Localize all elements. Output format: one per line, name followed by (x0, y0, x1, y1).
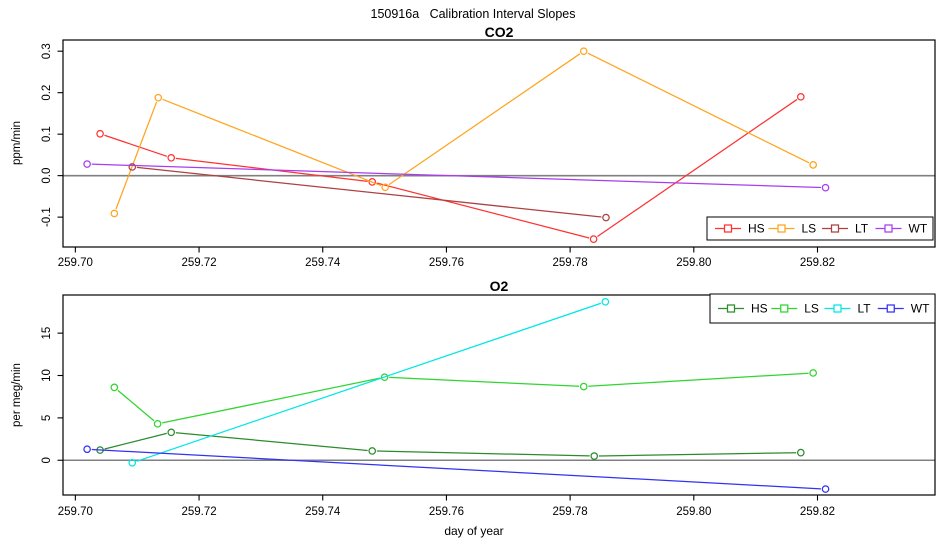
data-point-WT (83, 160, 91, 168)
series-line-LS (117, 389, 155, 422)
series-line-WT (91, 448, 821, 490)
y-tick-label: 0.1 (41, 126, 53, 142)
series-line-LS (162, 98, 382, 187)
x-tick-label: 259.70 (58, 257, 93, 269)
series-line-HS (104, 134, 168, 157)
x-axis-label: day of year (444, 524, 504, 538)
legend-label-LS: LS (802, 222, 817, 236)
data-point-LT (602, 213, 610, 222)
x-tick-label: 259.76 (429, 257, 464, 269)
legend-marker-LT (833, 304, 842, 313)
data-point-LS (380, 373, 389, 382)
series-line-WT (91, 163, 821, 189)
x-tick-label: 259.74 (305, 506, 341, 518)
data-point-WT (821, 485, 830, 493)
x-tick-label: 259.78 (553, 506, 588, 518)
x-tick-label: 259.82 (800, 506, 835, 518)
series-line-LS (115, 101, 158, 210)
data-point-HS (167, 153, 176, 162)
y-tick-label: 0 (41, 457, 53, 463)
data-point-HS (167, 428, 176, 437)
legend-label-HS: HS (751, 302, 768, 316)
legend-marker-WT (886, 304, 895, 313)
y-tick-label: 0.0 (41, 168, 53, 184)
data-point-LS (809, 369, 817, 377)
data-point-HS (368, 178, 377, 186)
co2-panel-title: CO2 (484, 24, 514, 40)
data-point-LS (110, 209, 119, 218)
data-point-HS (796, 448, 805, 457)
figure-main-title: 150916a Calibration Interval Slopes (370, 7, 576, 21)
data-point-HS (796, 93, 805, 101)
data-point-WT (83, 445, 91, 454)
x-tick-label: 259.72 (181, 257, 216, 269)
legend-label-LT: LT (855, 222, 869, 236)
series-line-LS (388, 53, 581, 186)
plot-border (62, 39, 936, 248)
legend-marker-LS (777, 224, 786, 233)
x-tick-label: 259.74 (305, 257, 341, 269)
y-tick-label: 15 (41, 327, 53, 340)
series-line-HS (175, 432, 368, 452)
x-tick-label: 259.70 (58, 506, 93, 518)
series-line-HS (597, 98, 798, 238)
o2-panel-title: O2 (489, 278, 509, 294)
data-point-LS (809, 161, 817, 169)
data-point-LS (579, 47, 588, 56)
legend-marker-LS (780, 304, 789, 313)
legend-marker-LT (830, 224, 840, 233)
legend-box (706, 216, 934, 241)
series-line-LS (162, 377, 381, 424)
series-line-LS (389, 376, 580, 387)
series-line-LT (136, 302, 602, 462)
x-tick-label: 259.72 (181, 506, 216, 518)
y-tick-label: 0.3 (41, 43, 53, 59)
x-tick-label: 259.76 (429, 506, 464, 518)
y-tick-label: 10 (41, 369, 53, 382)
data-point-LT (128, 458, 137, 467)
x-tick-label: 259.80 (676, 257, 711, 269)
series-line-HS (376, 182, 590, 239)
series-line-LS (587, 52, 810, 164)
legend-label-HS: HS (748, 222, 765, 236)
data-point-LS (381, 183, 390, 192)
x-tick-label: 259.78 (553, 257, 588, 269)
legend-label-LS: LS (804, 302, 819, 316)
data-point-HS (96, 129, 104, 138)
data-point-LS (153, 419, 162, 428)
series-line-LT (136, 166, 602, 218)
series-line-HS (376, 450, 590, 457)
data-point-HS (590, 452, 599, 460)
data-point-LS (154, 93, 163, 102)
series-line-LS (588, 372, 809, 387)
y-tick-label: 0.2 (41, 85, 53, 101)
data-point-HS (368, 447, 377, 455)
plot-border (62, 294, 936, 496)
x-tick-label: 259.82 (800, 257, 835, 269)
series-line-HS (598, 452, 797, 457)
data-point-HS (589, 235, 598, 243)
legend-label-WT: WT (909, 222, 928, 236)
legend-label-LT: LT (858, 302, 872, 316)
legend-marker-WT (884, 224, 893, 233)
y-tick-label: 5 (41, 415, 53, 421)
data-point-WT (821, 183, 830, 192)
data-point-LT (128, 163, 137, 171)
legend-marker-HS (726, 304, 736, 313)
data-point-LS (579, 382, 588, 391)
legend-marker-HS (723, 224, 733, 233)
legend-label-WT: WT (911, 302, 930, 316)
series-line-HS (104, 432, 167, 450)
x-tick-label: 259.80 (676, 506, 711, 518)
y-tick-label: -0.1 (41, 207, 53, 227)
data-point-LS (110, 383, 119, 392)
data-point-LT (601, 297, 610, 306)
